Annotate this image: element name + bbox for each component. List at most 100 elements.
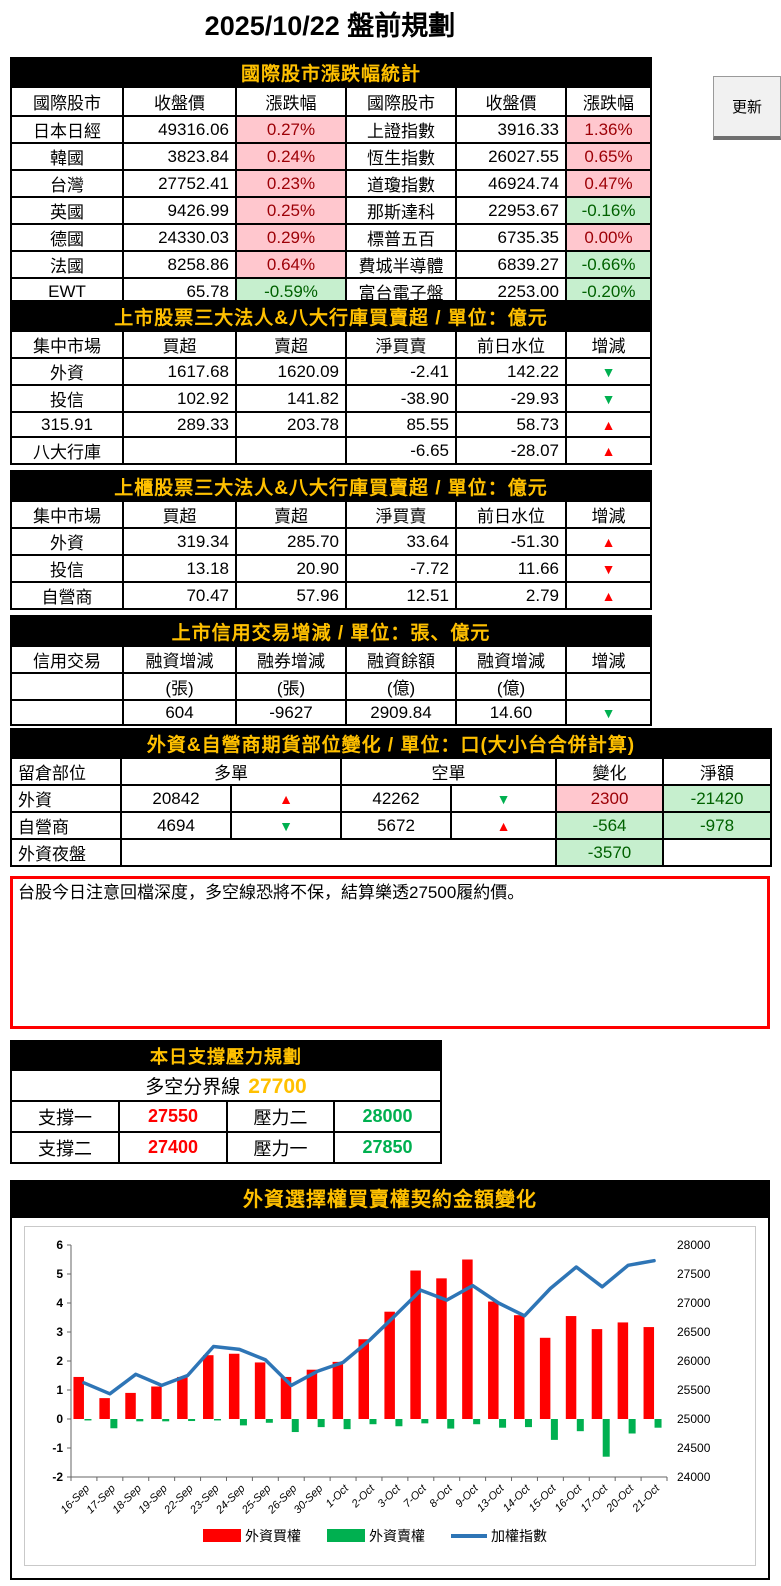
- put-bar: [239, 1419, 247, 1426]
- call-bar: [306, 1369, 318, 1419]
- call-bar: [254, 1362, 266, 1419]
- put-bar: [473, 1419, 481, 1425]
- table-title-row: 外資&自營商期貨部位變化 / 單位：口(大小台合併計算): [9, 728, 773, 759]
- row-label: 外資: [10, 784, 122, 813]
- call-bar: [436, 1278, 447, 1419]
- table-cell: 289.33: [122, 411, 237, 438]
- table-cell: -7.72: [345, 554, 457, 583]
- table-cell: 融券增減: [235, 645, 347, 674]
- call-bar: [410, 1270, 421, 1419]
- put-bar: [550, 1419, 558, 1440]
- right-axis-label: 26000: [677, 1354, 711, 1368]
- daily-note-text: 台股今日注意回檔深度，多空線恐將不保，結算樂透27500履約價。: [18, 883, 525, 902]
- pivot-value: 27700: [248, 1075, 307, 1098]
- table-cell: 恆生指數: [345, 142, 457, 171]
- table-cell: 24330.03: [122, 223, 237, 252]
- legend-call-swatch: [203, 1529, 241, 1542]
- legend-put-label: 外資賣權: [369, 1528, 425, 1544]
- x-axis-category-label: 8-Oct: [427, 1482, 455, 1510]
- left-axis-label: -2: [52, 1470, 63, 1484]
- table-cell: 70.47: [122, 581, 237, 610]
- table-title-row: 上櫃股票三大法人&八大行庫買賣超 / 單位：億元: [10, 470, 652, 502]
- right-axis-label: 26500: [677, 1325, 711, 1339]
- table-cell: 604: [122, 699, 237, 726]
- table-cell: 6839.27: [455, 250, 567, 279]
- x-axis-category-label: 17-Oct: [579, 1482, 611, 1514]
- data-table: 上櫃股票三大法人&八大行庫買賣超 / 單位：億元 集中市場 買超 賣超 淨買賣 前日水位增…: [10, 470, 652, 610]
- trend-up-triangle-icon: ▲: [601, 442, 616, 459]
- header-row: 留倉部位 多單 空單 變化 淨額: [10, 757, 773, 786]
- put-bar: [524, 1419, 532, 1428]
- table-cell: 台灣: [10, 169, 124, 198]
- put-bar: [162, 1419, 170, 1422]
- table-row: 外資 20842 ▲ 42262 ▼ 2300 -21420: [10, 784, 773, 813]
- column-header: 前日水位: [455, 330, 567, 359]
- column-header: 變化: [555, 757, 664, 786]
- trend-up-triangle-icon: ▲: [601, 587, 616, 604]
- column-header: 收盤價: [455, 86, 567, 117]
- table-cell: -6.65: [345, 436, 457, 465]
- trend-cell: ▲: [565, 411, 652, 438]
- trend-cell: ▼: [230, 811, 342, 840]
- put-bar: [654, 1419, 662, 1428]
- trend-cell: ▼: [564, 699, 653, 726]
- table-cell: 85.55: [345, 411, 457, 438]
- change-value-cell: -978: [661, 811, 773, 840]
- put-bar: [421, 1419, 429, 1424]
- x-axis-category-label: 22-Sep: [161, 1483, 195, 1517]
- column-header: 淨買賣: [345, 330, 457, 359]
- table-row: 604 -9627 2909.84 14.60 ▼: [10, 699, 653, 726]
- call-bar: [565, 1316, 577, 1419]
- table-cell: 韓國: [10, 142, 124, 171]
- table-cell: (張): [122, 672, 237, 701]
- row-label: 外資夜盤: [10, 838, 122, 867]
- x-axis-category-label: 26-Sep: [265, 1483, 299, 1517]
- x-axis-category-label: 14-Oct: [501, 1482, 533, 1514]
- support-resistance-table: 本日支撐壓力規劃 多空分界線 27700 支撐一 27550 壓力二 28000 支撐二 274…: [10, 1040, 442, 1164]
- pivot-cell: 多空分界線 27700: [10, 1069, 442, 1102]
- data-table: 上市股票三大法人&八大行庫買賣超 / 單位：億元 集中市場 買超 賣超 淨買賣 前日水位增…: [10, 300, 652, 465]
- call-bar: [332, 1361, 344, 1419]
- change-value-cell: 1.36%: [564, 115, 653, 144]
- column-header: 淨額: [661, 757, 773, 786]
- index-line: [82, 1258, 656, 1396]
- call-bar: [488, 1301, 499, 1419]
- data-table: 國際股市漲跌幅統計 國際股市 收盤價 漲跌幅 國際股市 收盤價 漲跌幅 日本日經 49316.0…: [9, 57, 653, 306]
- update-button[interactable]: 更新: [713, 76, 781, 140]
- change-value-cell: -564: [555, 811, 664, 840]
- long-position-cell: 4694: [120, 811, 232, 840]
- change-value-cell: 0.47%: [564, 169, 653, 198]
- listed-institutional-table: 上市股票三大法人&八大行庫買賣超 / 單位：億元 集中市場 買超 賣超 淨買賣 前日水位增…: [10, 300, 652, 465]
- call-bar: [228, 1353, 240, 1419]
- table-row: 投信 102.92 141.82 -38.90 -29.93 ▼: [10, 384, 652, 413]
- table-cell: [122, 436, 237, 465]
- table-cell: 2.79: [455, 581, 567, 610]
- table-cell: 33.64: [345, 527, 457, 556]
- level-value: 27550: [118, 1100, 228, 1133]
- put-bar: [110, 1419, 118, 1429]
- header-row: 集中市場 買超 賣超 淨買賣 前日水位 增減: [10, 500, 652, 529]
- table-cell: 道瓊指數: [345, 169, 457, 198]
- table-cell: 1620.09: [235, 357, 347, 386]
- call-bar: [203, 1355, 214, 1419]
- trend-down-triangle-icon: ▼: [601, 704, 616, 721]
- column-header: 國際股市: [10, 86, 124, 117]
- column-header: 前日水位: [455, 500, 567, 529]
- page-title: 2025/10/22 盤前規劃: [204, 11, 456, 41]
- change-value-cell: -0.66%: [564, 250, 653, 279]
- x-axis-category-label: 15-Oct: [527, 1482, 559, 1514]
- trend-cell: ▼: [450, 784, 557, 813]
- table-row: 支撐二 27400 壓力一 27850: [10, 1131, 442, 1164]
- change-value-cell: 2300: [555, 784, 664, 813]
- change-value-cell: 0.00%: [564, 223, 653, 252]
- put-bar: [343, 1419, 351, 1430]
- trend-down-triangle-icon: ▼: [601, 560, 616, 577]
- put-bar: [291, 1419, 299, 1433]
- level-label: 支撐二: [10, 1131, 120, 1164]
- table-cell: 投信: [10, 554, 124, 583]
- table-cell: 20.90: [235, 554, 347, 583]
- table-cell: 27752.41: [122, 169, 237, 198]
- table-row: 德國 24330.03 0.29% 標普五百 6735.35 0.00%: [10, 223, 653, 252]
- x-axis-category-label: 21-Oct: [630, 1482, 663, 1515]
- trend-up-triangle-icon: ▲: [496, 817, 511, 834]
